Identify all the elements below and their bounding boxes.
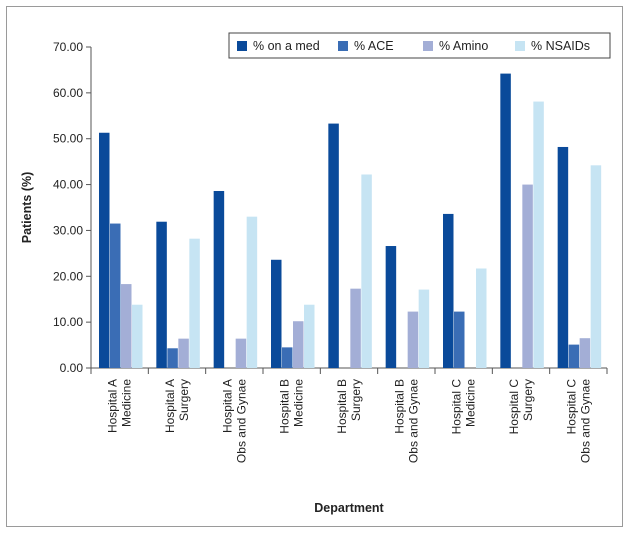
bar (350, 288, 361, 368)
bar (213, 190, 225, 368)
x-tick-label: Hospital C Surgery (507, 379, 535, 435)
y-tick-label: 20.00 (53, 269, 83, 283)
legend-label: % NSAIDs (531, 39, 590, 53)
x-tick-label: Hospital B Surgery (335, 379, 363, 434)
bar (590, 165, 602, 368)
x-tick-label-line: Obs and Gynae (234, 379, 248, 463)
x-tick-label: Hospital A Obs and Gynae (220, 379, 248, 463)
y-tick-label: 0.00 (60, 361, 84, 375)
x-tick-label: Hospital B Medicine (278, 379, 306, 434)
bar (579, 338, 591, 368)
x-tick-label: Hospital B Obs and Gynae (392, 379, 420, 463)
x-tick-label-line: Hospital C (507, 379, 521, 435)
bar (156, 221, 167, 368)
bar (418, 289, 430, 368)
bar (246, 216, 258, 368)
bar (110, 223, 121, 368)
bar (271, 259, 282, 368)
legend-label: % ACE (354, 39, 394, 53)
legend-box (228, 32, 611, 59)
x-tick-label: Hospital C Obs and Gynae (564, 379, 592, 463)
legend-swatch (338, 41, 348, 51)
x-tick-label-line: Hospital A (106, 379, 120, 433)
y-tick-label: 60.00 (53, 86, 83, 100)
bar (500, 73, 511, 369)
bar (522, 184, 533, 368)
bar (293, 321, 304, 368)
x-tick-label: Hospital A Surgery (163, 379, 191, 433)
bar (178, 338, 189, 368)
y-tick-label: 40.00 (53, 178, 83, 192)
bar (476, 268, 487, 368)
legend-label: % Amino (439, 39, 488, 53)
x-tick-label-line: Hospital A (163, 379, 177, 433)
bar (557, 146, 569, 368)
bar (454, 311, 465, 368)
bar (132, 304, 143, 368)
x-tick-label-line: Surgery (521, 379, 535, 421)
y-axis: 0.00 10.00 20.00 30.00 40.00 50.00 60.00 70.00 (53, 40, 92, 375)
legend-swatch (423, 41, 433, 51)
bar (328, 123, 339, 369)
x-tick-label-line: Hospital C (450, 379, 464, 435)
y-tick-label: 10.00 (53, 315, 83, 329)
bar (407, 311, 419, 368)
x-tick-label-line: Surgery (349, 379, 363, 421)
bars (99, 73, 602, 369)
x-tick-label: Hospital C Medicine (450, 379, 478, 435)
x-tick-label-line: Medicine (292, 379, 306, 427)
bar (568, 344, 580, 368)
legend-label: % on a med (253, 39, 320, 53)
bar (99, 132, 110, 368)
x-axis-title: Department (314, 501, 384, 515)
bar (189, 238, 200, 368)
x-tick-label-line: Medicine (120, 379, 134, 427)
x-tick-label-line: Hospital A (220, 379, 234, 433)
x-tick-label: Hospital A Medicine (106, 379, 134, 433)
x-tick-label-line: Obs and Gynae (578, 379, 592, 463)
bar (385, 246, 397, 368)
y-axis-title: Patients (%) (20, 172, 34, 244)
y-tick-label: 30.00 (53, 223, 83, 237)
bar (304, 304, 315, 368)
x-tick-label-line: Hospital B (335, 379, 349, 434)
y-tick-label: 70.00 (53, 40, 83, 54)
legend-swatch (237, 41, 247, 51)
y-tick-label: 50.00 (53, 132, 83, 146)
x-tick-label-line: Hospital B (278, 379, 292, 434)
x-tick-label-line: Hospital B (392, 379, 406, 434)
bar (282, 347, 293, 368)
category-labels: Hospital A Medicine Hospital A Surgery Hospi… (106, 379, 593, 463)
x-tick-label-line: Surgery (177, 379, 191, 421)
bar (533, 101, 544, 368)
x-tick-label-line: Medicine (464, 379, 478, 427)
bar (121, 284, 132, 368)
legend: % on a med % ACE % Amino % NSAIDs (228, 32, 611, 59)
chart-frame: 0.00 10.00 20.00 30.00 40.00 50.00 60.00 70.00 … (6, 6, 623, 527)
x-axis (90, 367, 608, 374)
bar (361, 174, 372, 368)
bar (167, 348, 178, 368)
bar (443, 213, 454, 368)
bar (235, 338, 247, 368)
bar-chart: 0.0010.0020.0030.0040.0050.0060.0070.00 … (20, 32, 611, 515)
legend-swatch (515, 41, 525, 51)
x-tick-label-line: Obs and Gynae (406, 379, 420, 463)
x-tick-label-line: Hospital C (564, 379, 578, 435)
